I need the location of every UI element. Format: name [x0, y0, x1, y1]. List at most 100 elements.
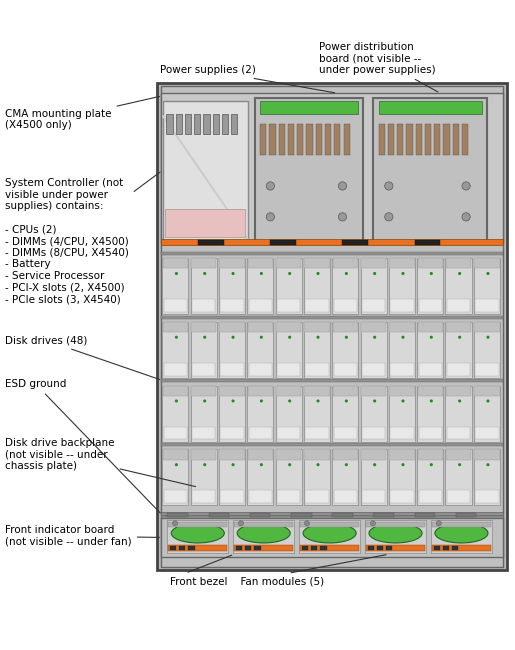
Bar	[276, 449, 301, 460]
Bar	[474, 449, 500, 460]
Bar	[302, 547, 308, 550]
Bar	[456, 513, 476, 517]
Bar	[397, 124, 403, 155]
Bar	[342, 240, 368, 244]
Bar	[188, 547, 195, 550]
Bar	[416, 124, 422, 155]
Bar	[249, 426, 272, 439]
Bar	[475, 490, 499, 503]
Bar	[192, 490, 215, 503]
Circle shape	[373, 335, 376, 339]
Circle shape	[436, 521, 441, 526]
Bar	[276, 322, 301, 332]
Bar	[279, 124, 285, 155]
Bar	[446, 449, 471, 460]
Bar	[446, 258, 471, 268]
Bar	[431, 520, 492, 552]
Bar	[415, 240, 440, 244]
Bar	[164, 426, 187, 439]
Bar	[366, 522, 425, 527]
Circle shape	[232, 399, 234, 402]
Bar	[361, 322, 386, 332]
Circle shape	[430, 399, 433, 402]
Bar	[332, 258, 358, 314]
Bar	[443, 124, 450, 155]
Bar	[361, 385, 386, 396]
Bar	[219, 449, 245, 505]
Bar	[334, 299, 357, 312]
Bar	[362, 363, 385, 376]
Bar	[219, 258, 245, 314]
Bar	[220, 363, 244, 376]
Bar	[417, 385, 443, 441]
Bar	[161, 443, 503, 446]
Bar	[220, 299, 244, 312]
Bar	[419, 426, 442, 439]
Bar	[219, 258, 245, 268]
Bar	[390, 490, 414, 503]
Circle shape	[458, 463, 461, 466]
Circle shape	[370, 521, 375, 526]
Bar	[475, 363, 499, 376]
Bar	[162, 258, 188, 314]
Bar	[406, 124, 413, 155]
Bar	[245, 547, 251, 550]
Bar	[474, 385, 500, 396]
Bar	[191, 449, 217, 505]
Bar	[277, 426, 300, 439]
Bar	[305, 299, 329, 312]
Bar	[452, 547, 458, 550]
Bar	[162, 322, 188, 378]
Bar	[474, 258, 500, 314]
Circle shape	[316, 335, 319, 339]
Bar	[419, 363, 442, 376]
Bar	[168, 522, 227, 527]
Bar	[474, 449, 500, 505]
Bar	[334, 124, 340, 155]
Circle shape	[260, 399, 263, 402]
Circle shape	[385, 213, 393, 221]
Circle shape	[288, 399, 291, 402]
Bar	[250, 513, 270, 517]
Circle shape	[345, 463, 348, 466]
Bar	[192, 363, 215, 376]
Circle shape	[402, 399, 405, 402]
Bar	[475, 426, 499, 439]
Bar	[320, 547, 327, 550]
Bar	[447, 363, 470, 376]
Bar	[379, 101, 482, 114]
Bar	[176, 114, 182, 135]
Bar	[248, 322, 273, 332]
Bar	[219, 449, 245, 460]
Circle shape	[203, 335, 206, 339]
Bar	[389, 258, 415, 268]
Bar	[447, 426, 470, 439]
Bar	[389, 322, 415, 332]
Bar	[163, 385, 188, 396]
Circle shape	[486, 335, 489, 339]
Bar	[300, 545, 359, 551]
Bar	[247, 385, 273, 441]
Bar	[299, 520, 360, 552]
Bar	[377, 547, 383, 550]
Bar	[220, 490, 244, 503]
Bar	[162, 449, 188, 505]
Bar	[236, 547, 242, 550]
Bar	[418, 385, 443, 396]
Bar	[362, 299, 385, 312]
Bar	[192, 299, 215, 312]
Bar	[333, 322, 358, 332]
Bar	[269, 124, 276, 155]
Bar	[191, 385, 216, 396]
Text: Power supplies (2): Power supplies (2)	[160, 65, 335, 93]
Bar	[222, 114, 228, 135]
Bar	[288, 124, 294, 155]
Bar	[333, 449, 358, 460]
Ellipse shape	[369, 523, 422, 543]
Circle shape	[430, 272, 433, 275]
Bar	[260, 124, 266, 155]
Circle shape	[232, 335, 234, 339]
Circle shape	[486, 272, 489, 275]
Bar	[415, 513, 435, 517]
Bar	[167, 513, 188, 517]
